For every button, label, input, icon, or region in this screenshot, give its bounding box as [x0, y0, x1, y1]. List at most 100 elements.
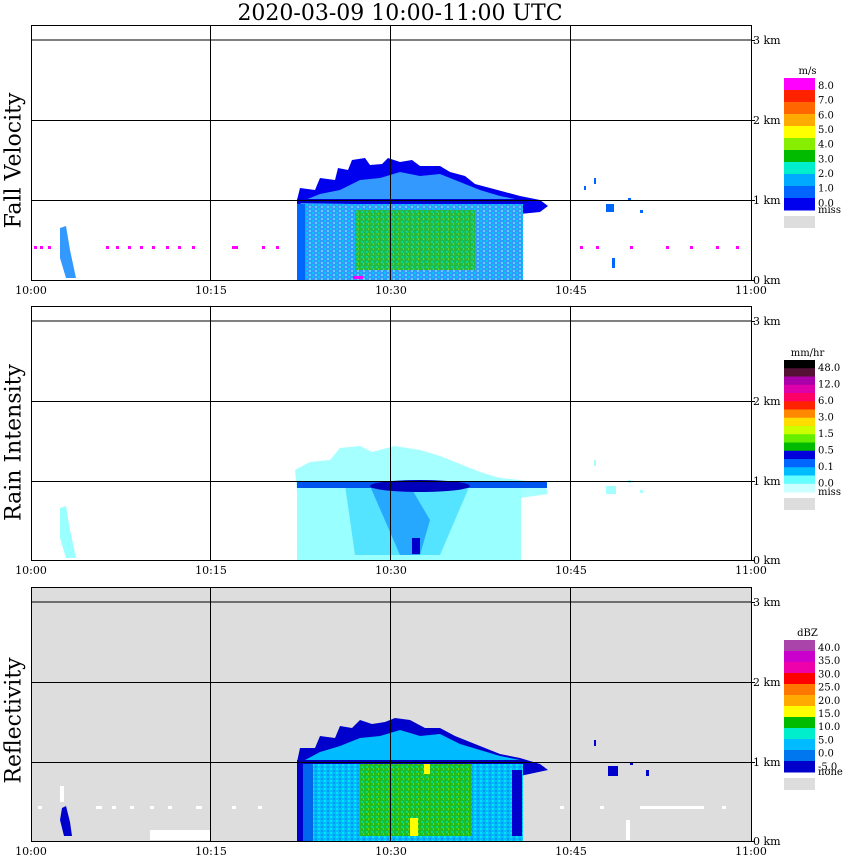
- legend-swatch: [784, 706, 815, 718]
- legend-label: 20.0: [818, 696, 840, 707]
- colorbar-legends: m/s8.07.06.05.04.03.02.01.00.0missmm/hr4…: [784, 66, 843, 790]
- grid-rain-intensity: [31, 306, 751, 560]
- legend-swatch: [784, 426, 815, 435]
- legend-label: 7.0: [818, 96, 834, 107]
- time-tick-label: 10:45: [555, 284, 587, 297]
- refl-cloud-mid: [300, 730, 520, 764]
- time-tick-label: 10:45: [555, 845, 587, 858]
- figure-title: 2020-03-09 10:00-11:00 UTC: [237, 1, 563, 26]
- height-tick-label: 3 km: [753, 34, 781, 47]
- height-tick-label: 0 km: [753, 835, 781, 848]
- legend-unit: mm/hr: [791, 348, 825, 359]
- time-tick-label: 11:00: [735, 845, 767, 858]
- legend-swatch: [784, 739, 815, 751]
- legend-swatch: [784, 138, 815, 151]
- legend-swatch: [784, 102, 815, 115]
- legend-swatch: [784, 750, 815, 762]
- height-tick-label: 1 km: [753, 475, 781, 488]
- legend-label: 5.0: [818, 735, 834, 746]
- legend-label: 8.0: [818, 81, 834, 92]
- legend-swatch: [784, 78, 815, 91]
- legend-label: 6.0: [818, 110, 834, 121]
- legend-swatch: [784, 459, 815, 468]
- legend-swatch: [784, 761, 815, 773]
- legend-label: 3.0: [818, 413, 834, 424]
- time-tick-label: 10:45: [555, 564, 587, 577]
- legend-missing-label: miss: [818, 205, 841, 216]
- refl-white-ground: [38, 786, 726, 840]
- height-tick-label: 0 km: [753, 554, 781, 567]
- legend-unit: m/s: [799, 66, 817, 77]
- height-tick-label: 0 km: [753, 274, 781, 287]
- height-tick-label: 3 km: [753, 596, 781, 609]
- legend-swatch: [784, 640, 815, 652]
- legend-label: 3.0: [818, 154, 834, 165]
- legend-label: 0.0: [818, 198, 834, 209]
- panel-fall-velocity: [31, 25, 752, 281]
- plot-frame-fall-velocity: [31, 25, 752, 281]
- panel-reflectivity: [31, 587, 752, 842]
- echo-field-fall-velocity: [34, 158, 739, 280]
- legend-label: 0.0: [818, 749, 834, 760]
- legend-swatch: [784, 442, 815, 452]
- legend-swatch: [784, 126, 815, 139]
- legend-swatch: [784, 186, 815, 199]
- legend-missing-swatch: [784, 216, 815, 228]
- legend-label: 6.0: [818, 396, 834, 407]
- rain-early-shaft: [60, 506, 76, 558]
- legend-label: 30.0: [818, 669, 840, 680]
- legend-label: 10.0: [818, 722, 840, 733]
- legend-label: 5.0: [818, 125, 834, 136]
- legend-missing-swatch: [784, 778, 815, 790]
- legend-swatch: [784, 162, 815, 175]
- time-tick-label: 11:00: [735, 284, 767, 297]
- legend-swatch: [784, 417, 815, 427]
- echo-field-rain-intensity: [60, 446, 643, 560]
- legend-swatch: [784, 673, 815, 685]
- legend-swatch: [784, 434, 815, 443]
- refl-early-shaft: [60, 806, 72, 836]
- grid-fall-velocity: [31, 25, 751, 280]
- legend-swatch: [784, 360, 815, 369]
- echo-rain-core: [355, 210, 475, 270]
- legend-swatch: [784, 384, 815, 394]
- legend-swatch: [784, 717, 815, 729]
- rain-bright-band-core: [370, 480, 470, 492]
- legend-label: 12.0: [818, 380, 840, 391]
- refl-scatter: [594, 740, 649, 776]
- time-tick-label: 10:30: [375, 284, 407, 297]
- echo-cloud-mid: [300, 172, 520, 204]
- legend-label: 48.0: [818, 363, 840, 374]
- legend-swatch: [784, 376, 815, 386]
- legend-label: 4.0: [818, 140, 834, 151]
- legend-swatch: [784, 651, 815, 663]
- time-tick-label: 10:30: [375, 564, 407, 577]
- legend-label: 1.0: [818, 184, 834, 195]
- panel-rain-intensity: [31, 306, 752, 561]
- legend-swatch: [784, 684, 815, 696]
- legend-swatch: [784, 401, 815, 410]
- legend-label: 25.0: [818, 683, 840, 694]
- plot-frame-reflectivity: [31, 587, 752, 842]
- legend-label: -5.0: [818, 762, 837, 773]
- legend-swatch: [784, 114, 815, 127]
- legend-swatch: [784, 90, 815, 103]
- echo-scatter: [584, 178, 643, 268]
- legend-swatch: [784, 662, 815, 674]
- axis-tick-labels: 10:00 10:15 10:30 10:45 11:000 km1 km2 km3 k…: [15, 34, 781, 858]
- legend-swatch: [784, 475, 815, 485]
- legend-label: 40.0: [818, 643, 840, 654]
- plot-frame-rain-intensity: [31, 306, 752, 561]
- time-tick-label: 10:15: [195, 845, 227, 858]
- legend-swatch: [784, 409, 815, 419]
- height-tick-label: 2 km: [753, 114, 781, 127]
- refl-rain-left-edge: [297, 762, 303, 841]
- time-tick-label: 10:00: [15, 564, 47, 577]
- time-tick-label: 10:15: [195, 564, 227, 577]
- time-tick-label: 10:00: [15, 845, 47, 858]
- refl-yellow-top: [424, 764, 430, 774]
- legend-swatch: [784, 728, 815, 740]
- height-tick-label: 3 km: [753, 315, 781, 328]
- height-tick-label: 2 km: [753, 395, 781, 408]
- echo-field-reflectivity: [38, 718, 726, 841]
